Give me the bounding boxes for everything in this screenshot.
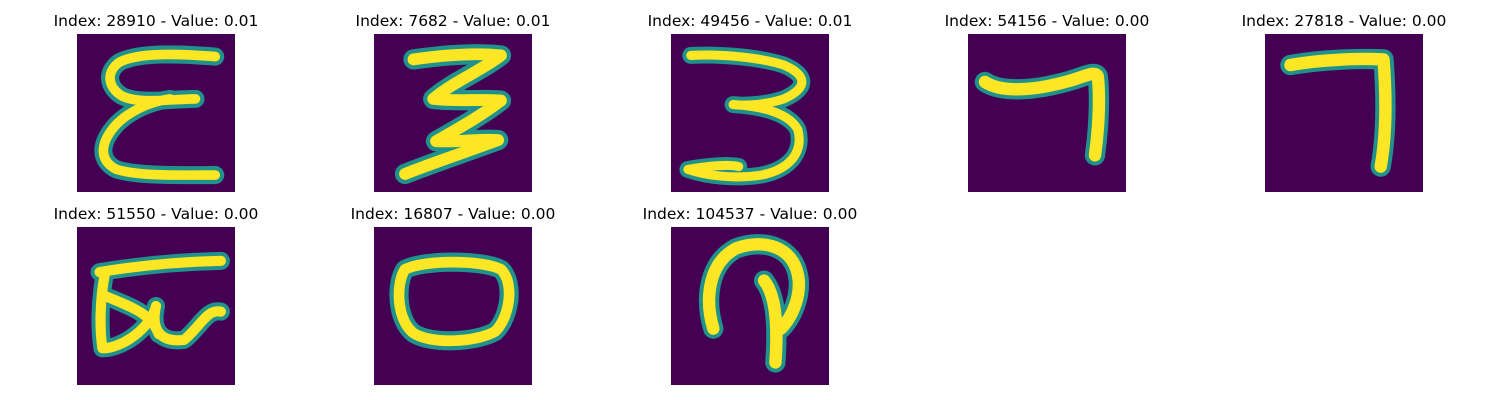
panel-title: Index: 49456 - Value: 0.01 xyxy=(647,12,853,30)
seven-icon xyxy=(974,63,1110,166)
panel-title: Index: 7682 - Value: 0.01 xyxy=(355,12,551,30)
panel-title: Index: 16807 - Value: 0.00 xyxy=(350,205,556,223)
panel-title: Index: 104537 - Value: 0.00 xyxy=(642,205,858,223)
digit-image xyxy=(1265,34,1423,192)
digit-image xyxy=(77,34,235,192)
panel-title: Index: 51550 - Value: 0.00 xyxy=(53,205,259,223)
digit-image xyxy=(968,34,1126,192)
seven-icon xyxy=(1280,48,1396,177)
scribble-icon xyxy=(90,251,230,358)
panel-title: Index: 54156 - Value: 0.00 xyxy=(944,12,1150,30)
hook-icon xyxy=(698,234,809,373)
digit-image xyxy=(374,227,532,385)
epsilon-like-icon xyxy=(94,45,225,185)
digit-image xyxy=(671,227,829,385)
zero-icon xyxy=(389,252,519,351)
panel-title: Index: 27818 - Value: 0.00 xyxy=(1241,12,1447,30)
digit-image xyxy=(374,34,532,192)
digit-image xyxy=(671,34,829,192)
panel-title: Index: 28910 - Value: 0.01 xyxy=(53,12,259,30)
three-zigzag-icon xyxy=(394,44,512,185)
digit-image xyxy=(77,227,235,385)
three-icon xyxy=(679,46,811,186)
